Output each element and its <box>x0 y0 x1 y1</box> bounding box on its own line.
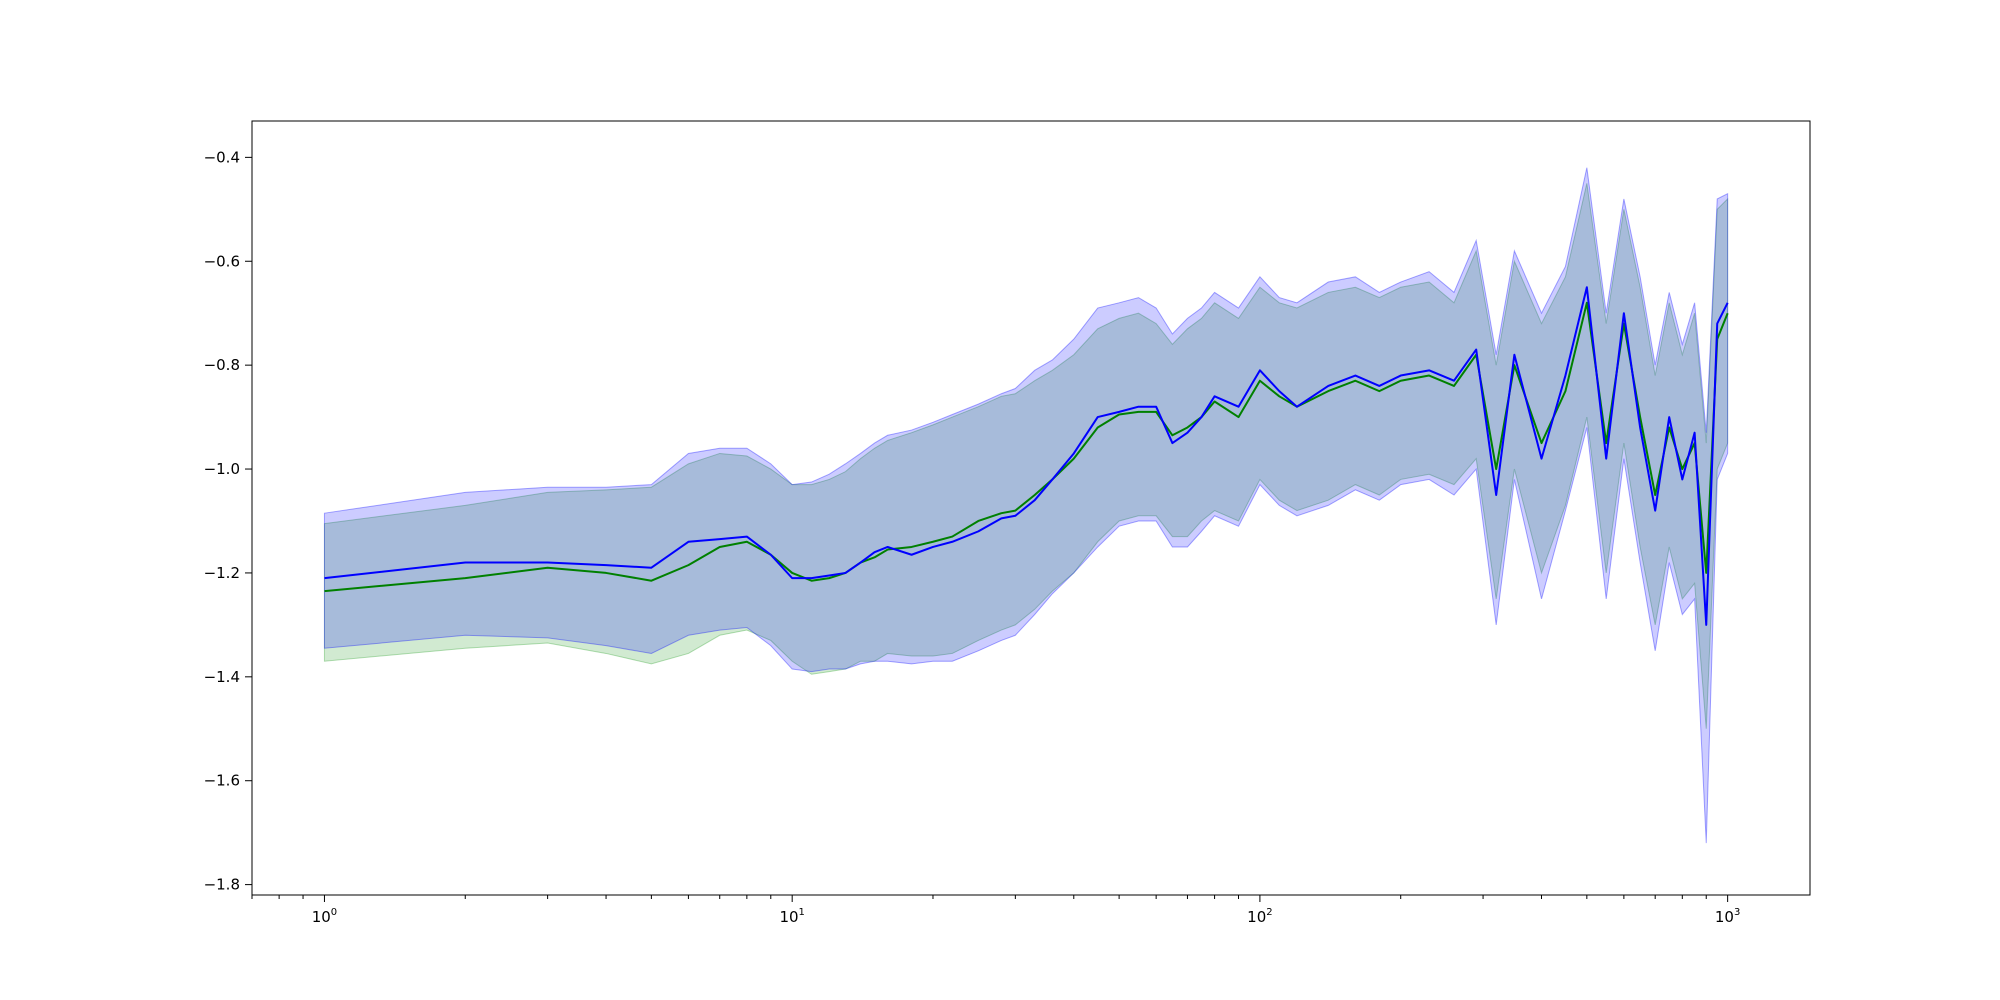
y-tick-label: −1.8 <box>204 876 240 894</box>
y-tick-label: −1.6 <box>204 772 240 790</box>
y-tick-label: −0.8 <box>204 356 240 374</box>
y-axis: −1.8 −1.6 −1.4 −1.2 −1.0 −0.8 −0.6 −0.4 <box>204 148 252 894</box>
plot-area <box>323 167 1729 844</box>
series-1-confidence-band <box>323 183 1729 729</box>
y-tick-label: −1.0 <box>204 460 240 478</box>
y-tick-label: −0.6 <box>204 252 240 270</box>
y-tick-label: −1.2 <box>204 564 240 582</box>
x-axis: 100 101 102 103 <box>251 895 1740 926</box>
axes-frame <box>251 120 1811 896</box>
series-2-confidence-band <box>323 167 1729 844</box>
series-2-line <box>324 286 1729 626</box>
y-tick-label: −1.4 <box>204 668 240 686</box>
x-tick-label: 100 <box>312 907 337 926</box>
x-tick-label: 102 <box>1247 907 1272 926</box>
x-tick-label: 101 <box>779 907 804 926</box>
y-tick-label: −0.4 <box>204 148 240 166</box>
x-tick-label: 103 <box>1715 907 1740 926</box>
